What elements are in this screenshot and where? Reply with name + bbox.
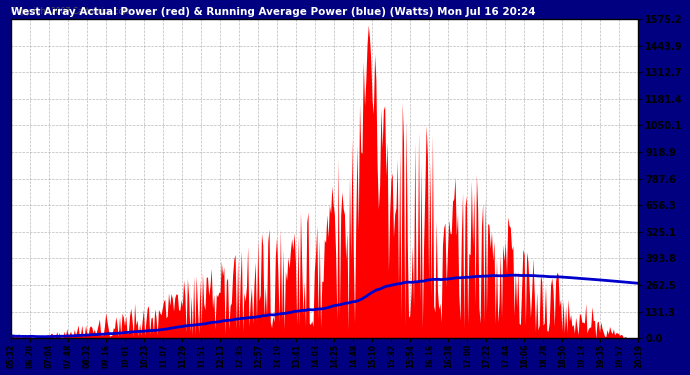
Text: Copyright 2007 Cartronics.com: Copyright 2007 Cartronics.com (12, 7, 131, 16)
Text: West Array Actual Power (red) & Running Average Power (blue) (Watts) Mon Jul 16 : West Array Actual Power (red) & Running … (12, 7, 536, 17)
